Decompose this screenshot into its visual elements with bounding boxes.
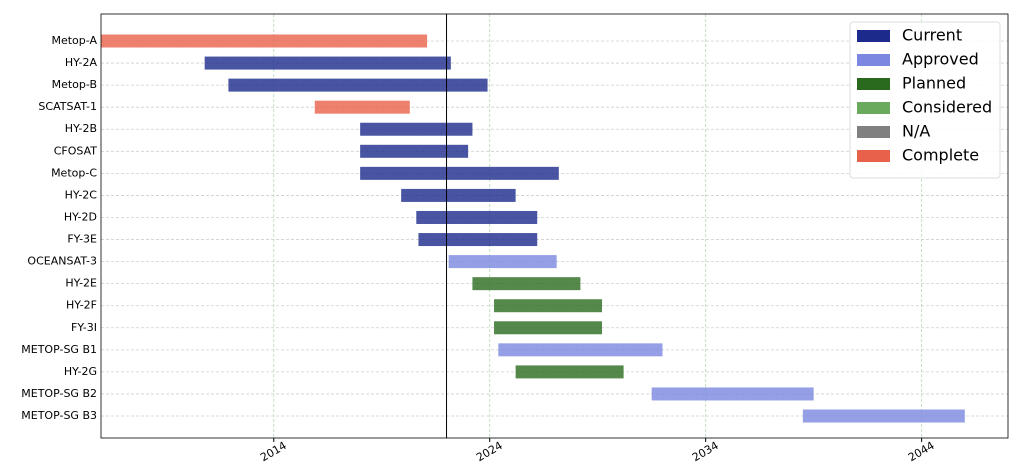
y-tick-label: SCATSAT-1	[38, 100, 97, 113]
y-tick-label: FY-3E	[67, 233, 97, 246]
legend-label: Considered	[902, 98, 992, 117]
bar	[494, 299, 603, 313]
legend: Current Approved Planned Considered N/A Compl…	[849, 21, 1001, 179]
x-tick-label: 2034	[690, 439, 721, 464]
bar	[101, 34, 428, 48]
y-tick-label: Metop-A	[51, 34, 97, 47]
y-tick-label: HY-2G	[64, 365, 97, 378]
bar	[498, 343, 663, 357]
legend-label: Current	[902, 26, 962, 45]
y-tick-label: CFOSAT	[54, 144, 98, 157]
legend-label: Planned	[902, 74, 966, 93]
bar	[418, 233, 538, 247]
legend-swatch	[857, 126, 890, 138]
bar	[204, 56, 451, 70]
y-tick-label: HY-2B	[65, 122, 97, 135]
bar	[360, 166, 559, 180]
y-tick-label: Metop-C	[51, 166, 97, 179]
legend-swatch	[857, 30, 890, 42]
legend-label: Complete	[902, 146, 979, 165]
legend-label: Approved	[902, 50, 979, 69]
bar	[360, 144, 469, 158]
legend-swatch	[857, 150, 890, 162]
legend-swatch	[857, 78, 890, 90]
y-tick-label: METOP-SG B3	[21, 409, 97, 422]
y-tick-label: Metop-B	[52, 78, 97, 91]
bar	[448, 255, 557, 269]
bar	[802, 409, 965, 423]
x-tick-label: 2014	[258, 439, 289, 464]
x-tick-label: 2024	[474, 439, 505, 464]
bar	[228, 78, 488, 92]
bar	[360, 122, 473, 136]
y-tick-label: HY-2F	[66, 299, 97, 312]
bar	[472, 277, 581, 291]
y-tick-label: FY-3I	[71, 321, 97, 334]
bar	[416, 210, 538, 224]
bar	[515, 365, 624, 379]
bar	[494, 321, 603, 335]
bar	[651, 387, 814, 401]
y-tick-label: OCEANSAT-3	[27, 255, 97, 268]
y-tick-label: HY-2D	[64, 210, 97, 223]
bar	[314, 100, 410, 114]
y-tick-label: HY-2A	[65, 56, 98, 69]
y-tick-label: HY-2E	[65, 277, 97, 290]
y-tick-label: HY-2C	[65, 188, 98, 201]
y-tick-label: METOP-SG B1	[21, 343, 97, 356]
legend-label: N/A	[902, 122, 930, 141]
legend-swatch	[857, 102, 890, 114]
plot-frame	[100, 13, 1009, 439]
bar	[401, 188, 516, 202]
y-tick-label: METOP-SG B2	[21, 387, 97, 400]
legend-swatch	[857, 54, 890, 66]
x-tick-label: 2044	[906, 439, 937, 464]
